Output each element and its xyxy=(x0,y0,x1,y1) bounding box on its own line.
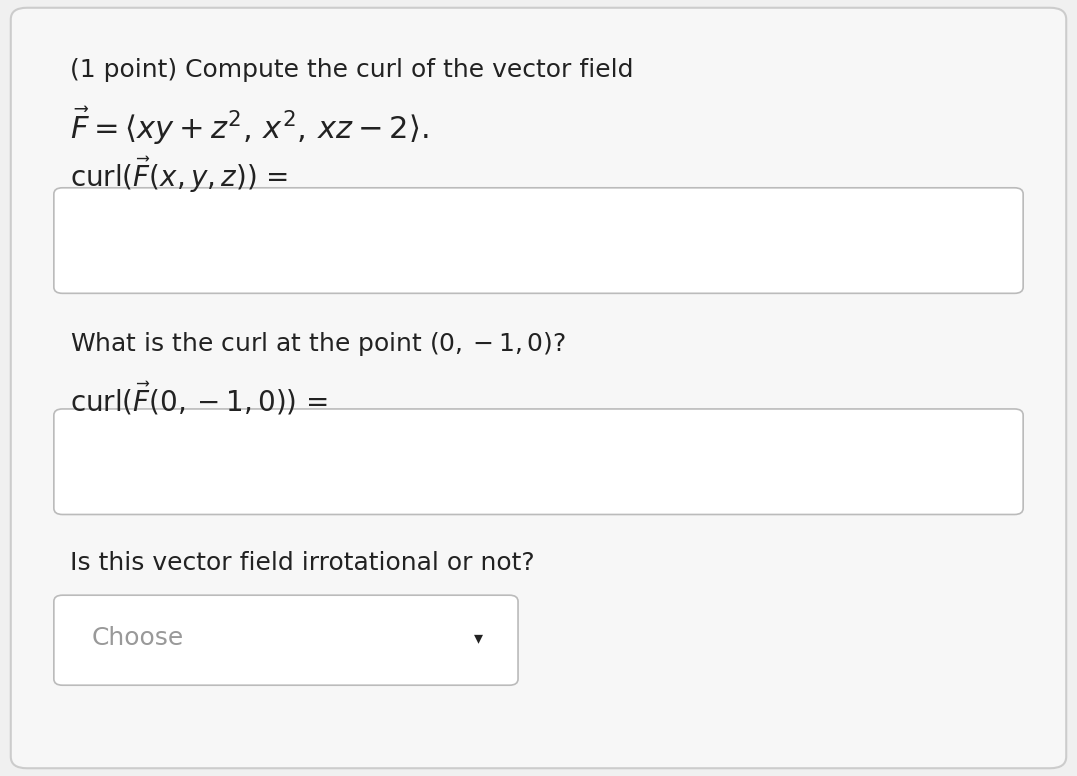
Text: $\mathrm{curl}(\vec{F}(x, y, z))$ =: $\mathrm{curl}(\vec{F}(x, y, z))$ = xyxy=(70,155,289,196)
Text: (1 point) Compute the curl of the vector field: (1 point) Compute the curl of the vector… xyxy=(70,58,633,82)
Text: Choose: Choose xyxy=(92,626,184,650)
FancyBboxPatch shape xyxy=(54,409,1023,514)
Text: ▾: ▾ xyxy=(474,629,482,647)
Text: Is this vector field irrotational or not?: Is this vector field irrotational or not… xyxy=(70,551,534,575)
FancyBboxPatch shape xyxy=(11,8,1066,768)
FancyBboxPatch shape xyxy=(54,595,518,685)
Text: $\mathrm{curl}(\vec{F}(0, -1, 0))$ =: $\mathrm{curl}(\vec{F}(0, -1, 0))$ = xyxy=(70,380,327,417)
Text: $\vec{F} = \langle xy + z^2,\, x^2,\, xz - 2\rangle.$: $\vec{F} = \langle xy + z^2,\, x^2,\, xz… xyxy=(70,105,429,147)
Text: What is the curl at the point $(0, -1, 0)$?: What is the curl at the point $(0, -1, 0… xyxy=(70,330,567,358)
FancyBboxPatch shape xyxy=(54,188,1023,293)
